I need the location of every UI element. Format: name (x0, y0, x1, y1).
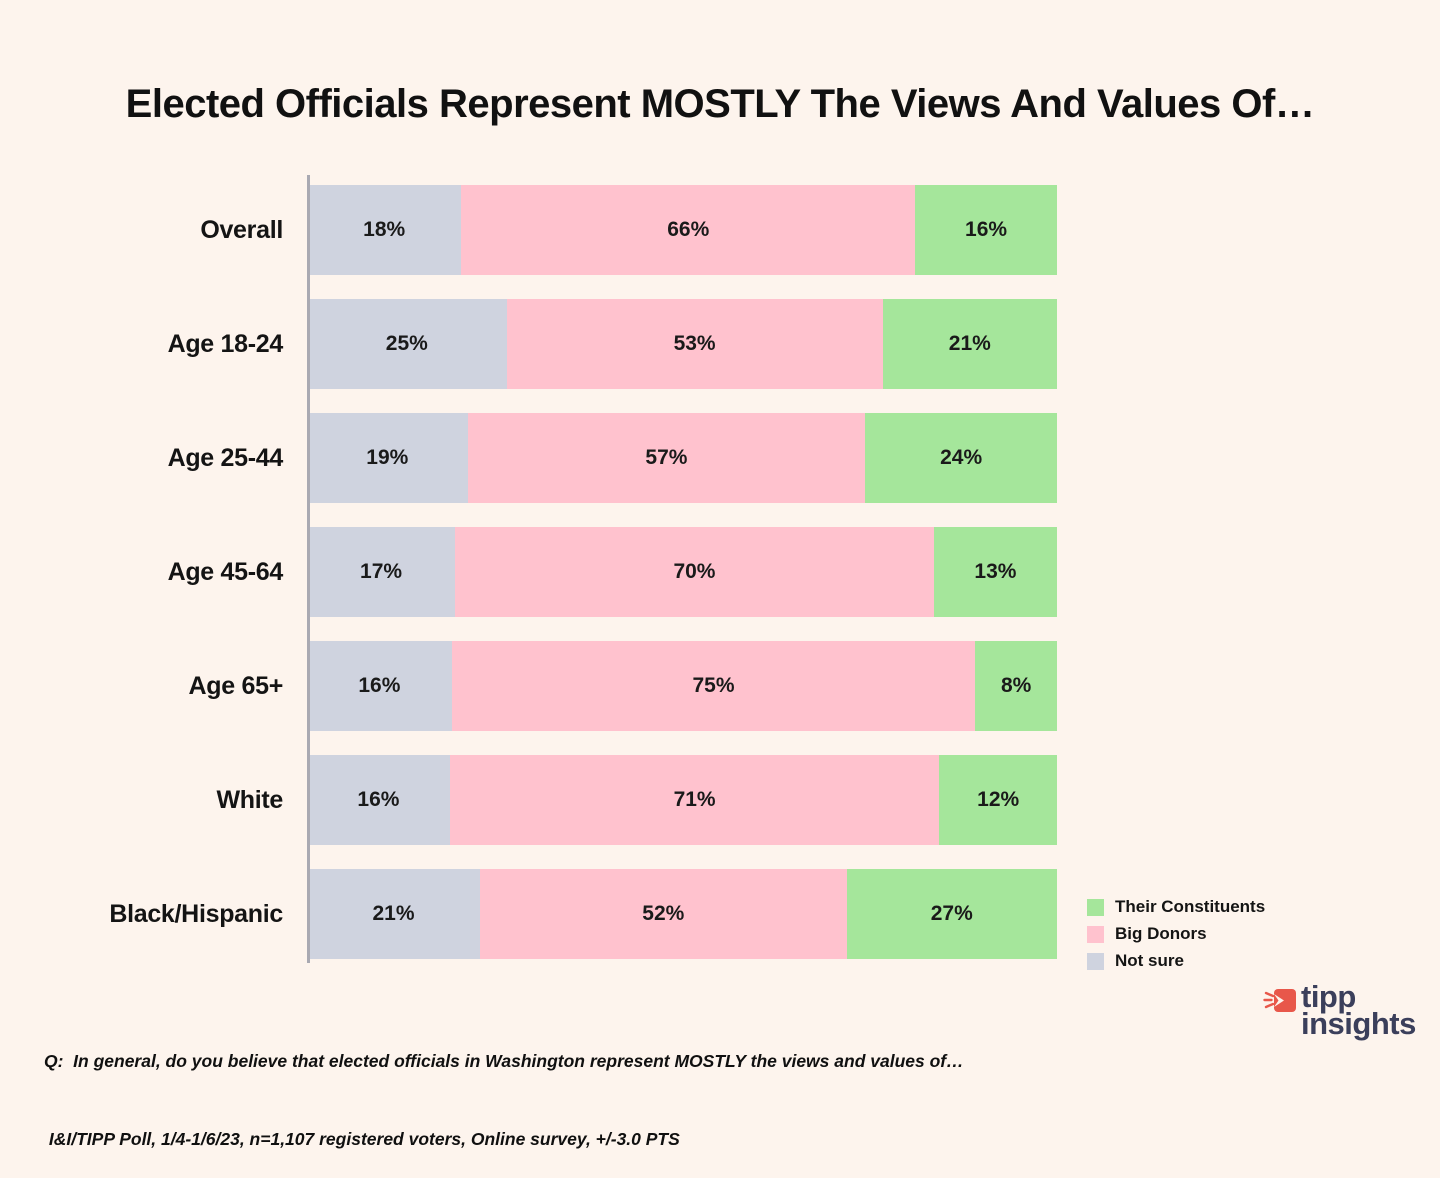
stacked-bar: 19% 57% 24% (307, 413, 1057, 503)
legend-item: Their Constituents (1087, 897, 1265, 917)
bar-row: Age 65+ 16% 75% 8% (45, 641, 1057, 731)
chart-title: Elected Officials Represent MOSTLY The V… (125, 82, 1315, 126)
bar-segment-big-donors: 52% (480, 869, 847, 959)
stacked-bar: 25% 53% 21% (307, 299, 1057, 389)
bar-segment-their-constituents: 21% (882, 299, 1057, 389)
bar-rows-container: Overall 18% 66% 16% Age 18-24 25% 53% 21% Age 25… (45, 185, 1057, 959)
stacked-bar: 17% 70% 13% (307, 527, 1057, 617)
bar-segment-not-sure: 18% (307, 185, 462, 275)
tipp-insights-logo: tipp insights (1263, 979, 1416, 1041)
segment-value-label: 66% (667, 218, 710, 241)
bar-segment-not-sure: 19% (307, 413, 468, 503)
segment-value-label: 57% (645, 446, 688, 469)
legend-item: Not sure (1087, 951, 1265, 971)
bar-segment-big-donors: 66% (461, 185, 916, 275)
bar-segment-big-donors: 70% (455, 527, 934, 617)
segment-value-label: 17% (360, 560, 403, 583)
segment-value-label: 25% (385, 332, 428, 355)
footer-question: Q: In general, do you believe that elect… (44, 1051, 964, 1071)
category-label: Age 25-44 (167, 443, 284, 472)
legend-label: Their Constituents (1115, 897, 1266, 916)
legend-label: Not sure (1115, 951, 1184, 970)
bar-segment-their-constituents: 13% (933, 527, 1057, 617)
bar-segment-not-sure: 16% (307, 755, 450, 845)
bar-segment-their-constituents: 8% (975, 641, 1057, 731)
bar-segment-big-donors: 75% (451, 641, 976, 731)
category-label: White (216, 785, 283, 814)
segment-value-label: 21% (372, 902, 415, 925)
bar-segment-big-donors: 57% (467, 413, 866, 503)
bar-segment-their-constituents: 12% (939, 755, 1057, 845)
segment-value-label: 70% (673, 560, 716, 583)
bar-row: Age 18-24 25% 53% 21% (45, 299, 1057, 389)
segment-value-label: 27% (930, 902, 973, 925)
logo-line2: insights (1301, 1005, 1416, 1041)
legend: Their Constituents Big Donors Not sure (1087, 897, 1265, 978)
segment-value-label: 21% (948, 332, 991, 355)
bar-segment-not-sure: 21% (307, 869, 481, 959)
tipp-logo-icon (1263, 989, 1296, 1012)
stacked-bar: 16% 71% 12% (307, 755, 1057, 845)
bar-segment-not-sure: 16% (307, 641, 452, 731)
segment-value-label: 53% (673, 332, 716, 355)
segment-value-label: 52% (642, 902, 685, 925)
stacked-bar-chart: Overall 18% 66% 16% Age 18-24 25% 53% 21% Age 25… (45, 175, 1057, 983)
segment-value-label: 71% (673, 788, 716, 811)
legend-swatch (1087, 898, 1104, 916)
stacked-bar: 21% 52% 27% (307, 869, 1057, 959)
bar-segment-big-donors: 53% (506, 299, 883, 389)
footer: Q: In general, do you believe that elect… (44, 996, 964, 1178)
bar-row: Age 45-64 17% 70% 13% (45, 527, 1057, 617)
segment-value-label: 13% (974, 560, 1017, 583)
category-label: Age 65+ (188, 671, 284, 700)
segment-value-label: 12% (977, 788, 1020, 811)
segment-value-label: 16% (357, 788, 400, 811)
bar-row: White 16% 71% 12% (45, 755, 1057, 845)
bar-row: Black/Hispanic 21% 52% 27% (45, 869, 1057, 959)
bar-row: Age 25-44 19% 57% 24% (45, 413, 1057, 503)
stacked-bar: 16% 75% 8% (307, 641, 1057, 731)
legend-label: Big Donors (1115, 924, 1207, 943)
category-label: Age 18-24 (167, 329, 284, 358)
category-label: Black/Hispanic (109, 899, 283, 928)
bar-segment-their-constituents: 24% (865, 413, 1057, 503)
bar-segment-not-sure: 25% (307, 299, 507, 389)
logo-line1: tipp (1301, 979, 1356, 1014)
logo-text: tipp insights (1301, 979, 1416, 1041)
segment-value-label: 19% (366, 446, 409, 469)
footer-source: I&I/TIPP Poll, 1/4-1/6/23, n=1,107 regis… (44, 1129, 680, 1149)
stacked-bar: 18% 66% 16% (307, 185, 1057, 275)
category-label: Overall (200, 215, 283, 244)
category-label: Age 45-64 (167, 557, 284, 586)
segment-value-label: 24% (940, 446, 983, 469)
y-axis-line (307, 175, 310, 963)
segment-value-label: 8% (1000, 674, 1032, 697)
bar-segment-big-donors: 71% (449, 755, 940, 845)
bar-segment-not-sure: 17% (307, 527, 456, 617)
segment-value-label: 18% (363, 218, 406, 241)
bar-row: Overall 18% 66% 16% (45, 185, 1057, 275)
segment-value-label: 75% (692, 674, 735, 697)
segment-value-label: 16% (965, 218, 1008, 241)
bar-segment-their-constituents: 16% (915, 185, 1057, 275)
legend-swatch (1087, 925, 1104, 943)
bar-segment-their-constituents: 27% (846, 869, 1057, 959)
legend-item: Big Donors (1087, 924, 1265, 944)
segment-value-label: 16% (358, 674, 401, 697)
legend-swatch (1087, 952, 1104, 970)
